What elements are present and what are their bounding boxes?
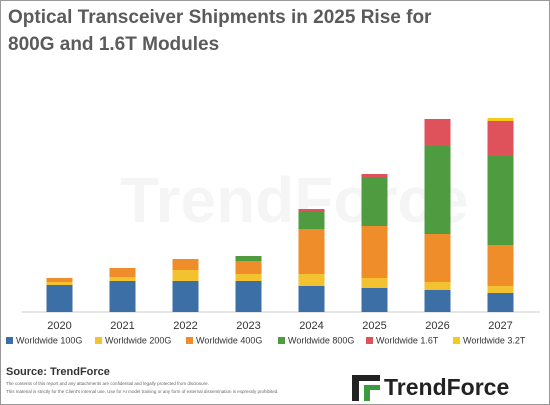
- bar-segment: [172, 281, 199, 312]
- legend-label: Worldwide 3.2T: [463, 335, 526, 345]
- bar-segment: [46, 282, 73, 285]
- bar-segment: [46, 285, 73, 312]
- bar-segment: [487, 121, 514, 156]
- bar-segment: [172, 259, 199, 270]
- bar-segment: [424, 119, 451, 146]
- bar-segment: [361, 226, 388, 278]
- legend-label: Worldwide 200G: [105, 335, 171, 345]
- legend-swatch: [453, 337, 460, 344]
- x-tick-label: 2027: [488, 320, 512, 332]
- bar-segment: [361, 174, 388, 177]
- legend-swatch: [6, 337, 13, 344]
- bar-segment: [235, 256, 262, 261]
- legend-swatch: [278, 337, 285, 344]
- source: Source: TrendForce: [6, 366, 110, 378]
- bar-segment: [424, 290, 451, 312]
- bar-segment: [172, 270, 199, 281]
- logo-icon: [352, 375, 380, 401]
- bar-segment: [298, 274, 325, 286]
- chart-title: 800G and 1.6T Modules: [8, 34, 219, 55]
- bar-segment: [487, 286, 514, 293]
- x-tick-label: 2021: [110, 320, 134, 332]
- legend-label: Worldwide 100G: [16, 335, 82, 345]
- bar-segment: [487, 293, 514, 312]
- legend-label: Worldwide 400G: [196, 335, 262, 345]
- bar-segment: [361, 278, 388, 288]
- bar-segment: [109, 277, 136, 281]
- bar-segment: [487, 118, 514, 121]
- bar-segment: [298, 229, 325, 274]
- x-tick-label: 2024: [299, 320, 323, 332]
- bar-segment: [109, 268, 136, 277]
- bar-segment: [424, 146, 451, 234]
- x-tick-label: 2026: [425, 320, 449, 332]
- bar-segment: [109, 281, 136, 312]
- logo: TrendForce: [384, 374, 509, 400]
- disclaimer: The contents of this report and any atta…: [6, 381, 209, 386]
- bar-segment: [298, 286, 325, 312]
- legend-swatch: [186, 337, 193, 344]
- bar-segment: [46, 278, 73, 282]
- bar-segment: [235, 274, 262, 281]
- legend-label: Worldwide 1.6T: [376, 335, 439, 345]
- x-tick-label: 2023: [236, 320, 260, 332]
- chart-title: Optical Transceiver Shipments in 2025 Ri…: [8, 7, 432, 28]
- x-tick-label: 2025: [362, 320, 386, 332]
- bar-segment: [235, 261, 262, 274]
- legend-label: Worldwide 800G: [288, 335, 354, 345]
- bar-segment: [361, 177, 388, 226]
- legend-swatch: [366, 337, 373, 344]
- disclaimer: This material is strictly for the Client…: [6, 389, 278, 394]
- bar-segment: [361, 288, 388, 312]
- bar-segment: [424, 282, 451, 290]
- x-tick-label: 2022: [173, 320, 197, 332]
- bar-segment: [298, 209, 325, 211]
- legend-swatch: [95, 337, 102, 344]
- bar-segment: [235, 281, 262, 312]
- watermark: TrendForce: [120, 164, 469, 236]
- bar-segment: [424, 234, 451, 282]
- bar-segment: [298, 211, 325, 229]
- bar-segment: [487, 156, 514, 245]
- x-tick-label: 2020: [47, 320, 71, 332]
- bar-segment: [487, 245, 514, 286]
